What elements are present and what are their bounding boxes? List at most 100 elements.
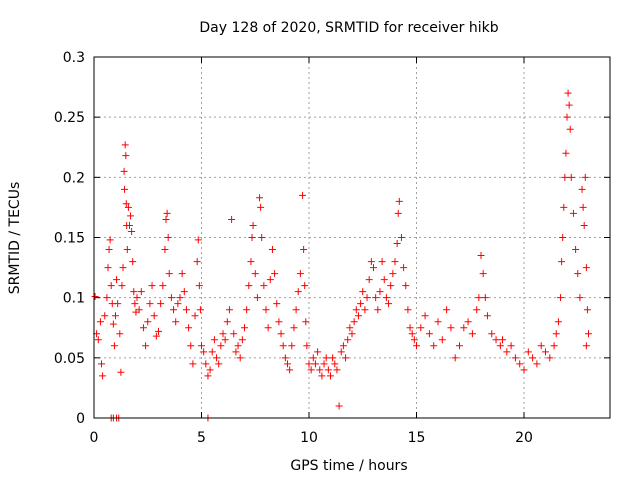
data-point: [391, 258, 399, 266]
data-point: [260, 282, 268, 290]
data-point: [363, 294, 371, 302]
data-point: [172, 318, 180, 326]
data-point: [163, 209, 171, 217]
x-tick-label: 5: [197, 430, 206, 446]
data-point: [180, 288, 188, 296]
data-point: [520, 366, 528, 374]
data-point: [329, 354, 337, 362]
data-point: [443, 306, 451, 314]
data-point: [217, 342, 225, 350]
data-point: [348, 330, 356, 338]
data-point: [176, 294, 184, 302]
data-point: [105, 246, 113, 254]
data-point: [359, 288, 367, 296]
data-point: [342, 354, 350, 362]
data-points: [91, 89, 592, 422]
axis-ticks: 0 0.05 0.1 0.15 0.2 0.25 0.3 0 5 10 15 20: [54, 50, 610, 446]
data-point: [583, 306, 591, 314]
data-point: [475, 294, 483, 302]
data-point: [294, 288, 302, 296]
data-point: [296, 270, 304, 278]
data-point: [262, 306, 270, 314]
data-point: [417, 324, 425, 332]
data-point: [187, 342, 195, 350]
data-point: [109, 320, 117, 328]
data-point: [473, 306, 481, 314]
data-point: [113, 276, 121, 284]
data-point: [380, 276, 388, 284]
data-point: [335, 402, 343, 410]
data-point: [569, 209, 577, 217]
data-point: [537, 342, 545, 350]
data-point: [572, 246, 580, 254]
data-point: [314, 348, 322, 356]
data-point: [162, 215, 170, 223]
data-point: [194, 236, 202, 244]
data-point: [157, 300, 165, 308]
data-point: [301, 282, 309, 290]
data-point: [206, 366, 214, 374]
data-point: [582, 264, 590, 272]
data-point: [112, 312, 119, 320]
data-point: [565, 101, 573, 109]
data-point: [264, 324, 272, 332]
data-point: [361, 306, 369, 314]
data-point: [127, 212, 135, 220]
data-point: [425, 330, 433, 338]
data-point: [516, 360, 524, 368]
data-point: [106, 236, 114, 244]
data-point: [316, 366, 324, 374]
data-point: [557, 294, 565, 302]
data-point: [258, 234, 266, 241]
data-point: [273, 300, 281, 308]
data-point: [164, 234, 172, 241]
data-point: [402, 282, 410, 290]
data-point: [309, 354, 317, 362]
data-point: [529, 354, 537, 362]
data-point: [104, 264, 112, 272]
data-point: [374, 306, 382, 314]
data-point: [560, 203, 568, 211]
data-point: [370, 264, 377, 272]
data-point: [580, 221, 588, 229]
data-point: [271, 270, 279, 278]
data-point: [503, 348, 511, 356]
data-point: [488, 330, 496, 338]
data-point: [123, 246, 131, 254]
data-point: [98, 360, 106, 368]
data-point: [200, 348, 208, 356]
data-point: [346, 324, 354, 332]
data-point: [122, 152, 130, 160]
data-point: [331, 360, 339, 368]
data-point: [120, 167, 128, 175]
data-point: [339, 342, 347, 350]
y-tick-label: 0.15: [54, 231, 85, 247]
data-point: [281, 354, 289, 362]
data-point: [107, 282, 115, 290]
y-tick-label: 0: [76, 411, 85, 427]
data-point: [245, 282, 253, 290]
data-point: [249, 221, 257, 229]
data-point: [182, 306, 190, 314]
data-point: [238, 336, 246, 344]
data-point: [479, 270, 487, 278]
data-point: [223, 318, 231, 326]
data-point: [268, 246, 276, 254]
x-tick-label: 10: [300, 430, 318, 446]
data-point: [582, 342, 590, 350]
data-point: [191, 312, 199, 320]
data-point: [253, 294, 261, 302]
data-point: [585, 330, 592, 338]
data-point: [394, 209, 402, 217]
data-point: [387, 282, 395, 290]
data-point: [101, 312, 109, 320]
data-point: [195, 282, 203, 290]
data-point: [421, 312, 429, 320]
data-point: [221, 336, 229, 344]
x-axis-label: GPS time / hours: [290, 458, 407, 474]
data-point: [559, 234, 567, 241]
data-point: [251, 270, 259, 278]
data-point: [225, 306, 233, 314]
data-point: [483, 312, 491, 320]
chart-title: Day 128 of 2020, SRMTID for receiver hik…: [199, 20, 498, 36]
